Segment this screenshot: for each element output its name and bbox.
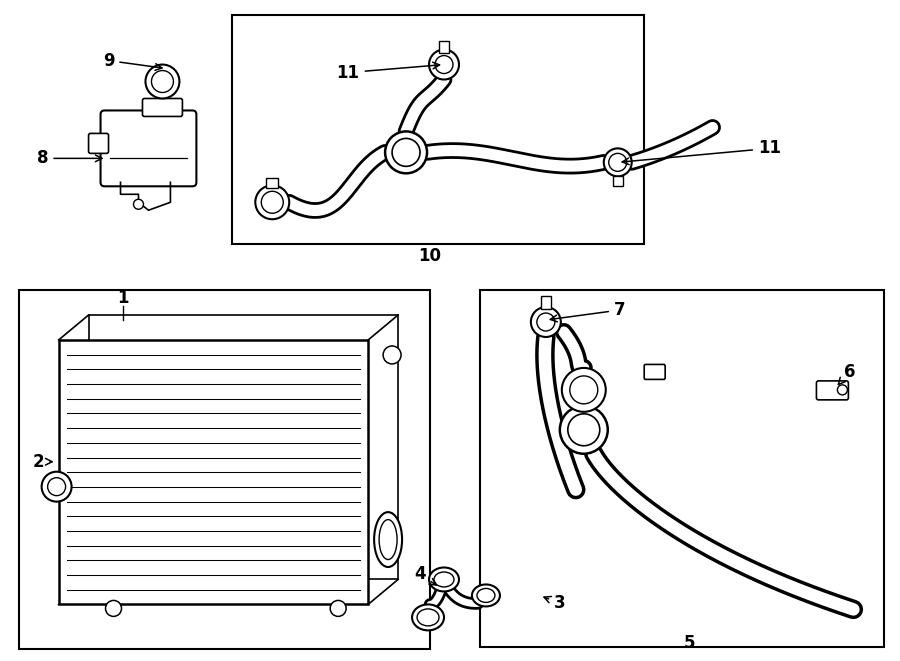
Ellipse shape	[412, 604, 444, 631]
Circle shape	[48, 478, 66, 496]
Circle shape	[537, 313, 554, 331]
Text: 7: 7	[550, 301, 626, 322]
FancyBboxPatch shape	[142, 98, 183, 116]
Circle shape	[146, 65, 179, 98]
Text: 6: 6	[838, 363, 855, 385]
Ellipse shape	[374, 512, 402, 567]
Circle shape	[562, 368, 606, 412]
Bar	[88, 315, 398, 580]
Circle shape	[837, 385, 848, 395]
Ellipse shape	[379, 520, 397, 559]
Ellipse shape	[429, 568, 459, 592]
Circle shape	[531, 307, 561, 337]
Circle shape	[560, 406, 608, 453]
Bar	[439, 40, 449, 53]
Circle shape	[435, 56, 453, 73]
Text: 10: 10	[418, 247, 442, 265]
Ellipse shape	[472, 584, 500, 606]
Circle shape	[133, 199, 143, 210]
Circle shape	[330, 600, 346, 617]
Ellipse shape	[417, 609, 439, 626]
Text: 11: 11	[622, 139, 781, 165]
Circle shape	[151, 71, 174, 93]
FancyBboxPatch shape	[644, 364, 665, 379]
Ellipse shape	[477, 588, 495, 602]
Bar	[541, 296, 551, 309]
Bar	[480, 290, 885, 647]
Bar	[232, 15, 644, 244]
Text: 3: 3	[544, 594, 565, 613]
Circle shape	[608, 153, 626, 171]
FancyBboxPatch shape	[101, 110, 196, 186]
Text: 9: 9	[103, 52, 162, 70]
Circle shape	[383, 346, 401, 364]
Circle shape	[392, 138, 420, 167]
Bar	[58, 340, 368, 604]
Text: 8: 8	[37, 149, 102, 167]
Circle shape	[261, 191, 284, 214]
Circle shape	[429, 50, 459, 79]
Ellipse shape	[434, 572, 454, 587]
Circle shape	[568, 414, 599, 446]
Circle shape	[41, 472, 72, 502]
Text: 1: 1	[117, 289, 129, 307]
Bar	[613, 176, 623, 186]
Circle shape	[604, 148, 632, 176]
FancyBboxPatch shape	[816, 381, 849, 400]
Text: 4: 4	[414, 566, 436, 585]
Circle shape	[105, 600, 122, 617]
Circle shape	[256, 185, 289, 219]
Bar	[19, 290, 430, 649]
Text: 11: 11	[337, 62, 439, 81]
Circle shape	[570, 376, 598, 404]
Circle shape	[385, 132, 427, 173]
Text: 5: 5	[684, 635, 696, 652]
FancyBboxPatch shape	[88, 134, 109, 153]
Bar	[266, 178, 278, 188]
Text: 2: 2	[32, 453, 52, 471]
